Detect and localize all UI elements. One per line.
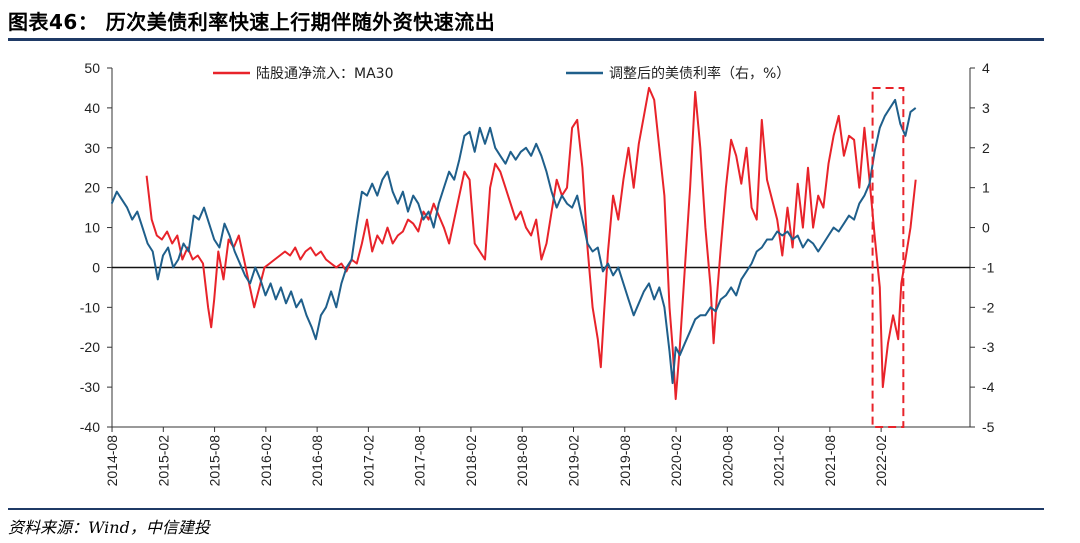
- x-tick-label: 2022-02: [873, 435, 889, 487]
- x-axis: 2014-08 2015-02 2015-08 2016-02 2016-08 2017-…: [104, 427, 889, 486]
- highlight-box: [871, 86, 905, 428]
- title-rule: [8, 38, 1044, 41]
- series-layer: [110, 86, 917, 401]
- legend-label-blue: 调整后的美债利率（右，%）: [609, 65, 790, 82]
- left-tick-label: -40: [80, 419, 100, 435]
- right-tick-label: 4: [982, 60, 990, 76]
- x-tick-label: 2016-08: [309, 435, 325, 487]
- left-tick-label: -20: [80, 339, 100, 355]
- x-tick-label: 2014-08: [104, 435, 120, 487]
- x-tick-label: 2016-02: [258, 435, 274, 487]
- highlight-box-layer: [871, 86, 905, 428]
- right-tick-label: -3: [982, 339, 995, 355]
- right-tick-label: -5: [982, 419, 995, 435]
- x-tick-label: 2017-02: [360, 435, 376, 487]
- left-tick-label: 30: [84, 140, 100, 156]
- x-tick-label: 2017-08: [412, 435, 428, 487]
- x-tick-label: 2018-02: [463, 435, 479, 487]
- left-tick-label: 20: [84, 180, 100, 196]
- series-line-blue: [110, 98, 917, 385]
- right-y-axis: 4 3 2 1 0 -1 -2 -3 -4 -5: [970, 60, 995, 435]
- right-tick-label: 3: [982, 100, 990, 116]
- right-tick-label: 2: [982, 140, 990, 156]
- footer-rule: [8, 508, 1044, 510]
- x-tick-label: 2020-08: [719, 435, 735, 487]
- legend-label-red: 陆股通净流入：MA30: [256, 66, 393, 82]
- right-tick-label: 1: [982, 180, 990, 196]
- x-tick-label: 2015-08: [207, 435, 223, 487]
- left-tick-label: 10: [84, 220, 100, 236]
- left-tick-label: 50: [84, 60, 100, 76]
- right-tick-label: -2: [982, 299, 995, 315]
- left-tick-label: -30: [80, 379, 100, 395]
- x-tick-label: 2015-02: [155, 435, 171, 487]
- x-tick-label: 2020-02: [668, 435, 684, 487]
- right-tick-label: 0: [982, 220, 990, 236]
- left-y-axis: 50 40 30 20 10 0 -10 -20 -30 -40: [80, 60, 112, 435]
- source-note: 资料来源：Wind，中信建投: [8, 518, 210, 537]
- series-line-red: [145, 86, 917, 401]
- left-tick-label: 0: [92, 259, 100, 275]
- left-tick-label: -10: [80, 299, 100, 315]
- figure-title: 图表46： 历次美债利率快速上行期伴随外资快速流出: [8, 10, 496, 34]
- left-tick-label: 40: [84, 100, 100, 116]
- x-tick-label: 2021-08: [822, 435, 838, 487]
- right-tick-label: -1: [982, 259, 995, 275]
- legend: 陆股通净流入：MA30 调整后的美债利率（右，%）: [213, 65, 790, 82]
- x-tick-label: 2021-02: [771, 435, 787, 487]
- x-tick-label: 2018-08: [514, 435, 530, 487]
- right-tick-label: -4: [982, 379, 995, 395]
- x-tick-label: 2019-08: [617, 435, 633, 487]
- x-tick-label: 2019-02: [565, 435, 581, 487]
